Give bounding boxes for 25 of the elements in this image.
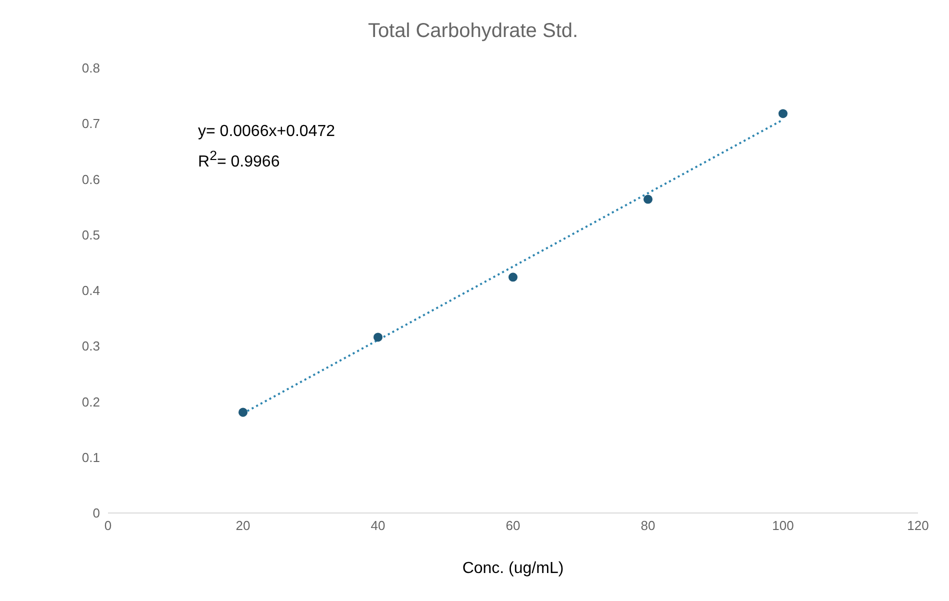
- point: [238, 408, 248, 417]
- y-tick-label: 0.5: [82, 227, 100, 242]
- x-tick-label: 80: [640, 518, 656, 534]
- y-tick-label: 0.7: [82, 116, 100, 132]
- x-tick-label: 20: [236, 518, 250, 534]
- y-tick-label: 0.6: [82, 172, 100, 187]
- x-tick-label: 100: [772, 518, 794, 534]
- x-tick-label: 60: [506, 518, 520, 534]
- chart-title: Total Carbohydrate Std.: [366, 20, 580, 43]
- annotation: R$^{2}$= 0.9966: [198, 147, 281, 172]
- x-axis-title: Conc. (ug/mL): [462, 560, 564, 577]
- point: [643, 194, 653, 204]
- point: [508, 272, 518, 282]
- y-tick-label: 0: [92, 506, 100, 521]
- x-tick-label: 120: [907, 518, 929, 534]
- y-tick-label: 0.1: [82, 450, 100, 465]
- y-tick-label: 0.4: [82, 283, 100, 298]
- y-tick-label: 0.8: [82, 60, 100, 76]
- y-tick-label: 0.2: [82, 394, 100, 410]
- x-tick-label: 0: [104, 518, 112, 534]
- y-tick-label: 0.3: [82, 338, 100, 354]
- annotation: y= 0.0066x+0.0472: [198, 122, 336, 142]
- point: [778, 109, 788, 118]
- point: [373, 332, 383, 342]
- x-tick-label: 40: [370, 518, 386, 534]
